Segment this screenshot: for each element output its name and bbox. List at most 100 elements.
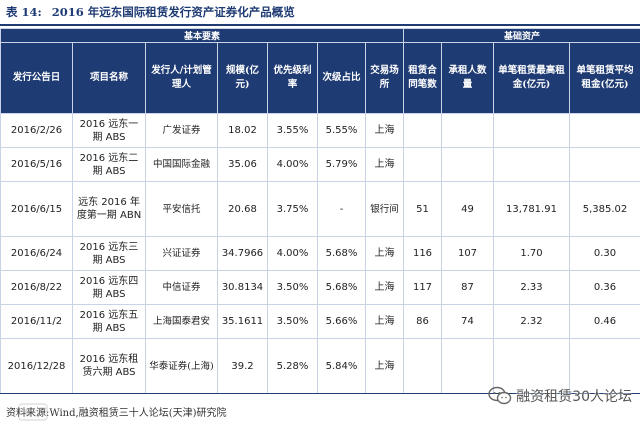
cell-lessees (441, 113, 494, 148)
cell-contracts: 86 (403, 304, 442, 339)
cell-max-rent: 2.32 (493, 304, 570, 339)
cell-lessees (441, 147, 494, 182)
cell-subordinate-ratio: 5.68% (317, 270, 366, 305)
cell-exchange: 银行间 (365, 181, 404, 237)
cell-issuer: 上海国泰君安 (145, 304, 218, 339)
cell-project: 2016 远东四期 ABS (72, 270, 146, 305)
col-header-project: 项目名称 (72, 42, 146, 114)
cell-date: 2016/5/16 (0, 147, 73, 182)
cell-subordinate-ratio: - (317, 181, 366, 237)
cell-scale: 35.1611 (217, 304, 268, 339)
cell-issuer: 兴证证券 (145, 236, 218, 271)
table-row: 2016/12/28 2016 远东租赁六期 ABS 华泰证券(上海) 39.2… (0, 338, 640, 394)
abs-products-table: 基本要素 基础资产 发行公告日 项目名称 发行人/计划管理人 规模(亿元) 优先… (0, 28, 640, 394)
cell-project: 2016 远东五期 ABS (72, 304, 146, 339)
table-number: 表 14: (6, 5, 42, 19)
cell-contracts (403, 147, 442, 182)
cell-scale: 20.68 (217, 181, 268, 237)
cell-avg-rent: 0.46 (568, 304, 640, 339)
cell-avg-rent: 5,385.02 (568, 181, 640, 237)
cell-subordinate-ratio: 5.79% (317, 147, 366, 182)
cell-avg-rent: 0.36 (568, 270, 640, 305)
cell-date: 2016/8/22 (0, 270, 73, 305)
cell-date: 2016/12/28 (0, 338, 73, 394)
group-header-basic: 基本要素 (0, 28, 404, 43)
cell-avg-rent (568, 113, 640, 148)
cell-scale: 30.8134 (217, 270, 268, 305)
cell-priority-rate: 5.28% (267, 338, 318, 394)
cell-exchange: 上海 (365, 270, 404, 305)
col-header-lessees: 承租人数量 (441, 42, 494, 114)
table-row: 2016/2/26 2016 远东一期 ABS 广发证券 18.02 3.55%… (0, 113, 640, 148)
col-header-max-rent: 单笔租赁最高租金(亿元) (493, 42, 570, 114)
cell-date: 2016/6/24 (0, 236, 73, 271)
cell-priority-rate: 3.50% (267, 304, 318, 339)
cell-max-rent (493, 113, 570, 148)
col-header-date: 发行公告日 (0, 42, 73, 114)
cell-contracts: 117 (403, 270, 442, 305)
cell-max-rent (493, 147, 570, 182)
bottom-rule (0, 393, 640, 394)
col-header-scale: 规模(亿元) (217, 42, 268, 114)
cell-lessees: 87 (441, 270, 494, 305)
cell-contracts (403, 113, 442, 148)
cell-lessees (441, 338, 494, 394)
col-header-subordinate-ratio: 次级占比 (317, 42, 366, 114)
cell-project: 2016 远东租赁六期 ABS (72, 338, 146, 394)
table-row: 2016/5/16 2016 远东二期 ABS 中国国际金融 35.06 4.0… (0, 147, 640, 182)
cell-project: 2016 远东一期 ABS (72, 113, 146, 148)
cell-subordinate-ratio: 5.84% (317, 338, 366, 394)
cell-scale: 18.02 (217, 113, 268, 148)
cell-priority-rate: 3.50% (267, 270, 318, 305)
cell-contracts (403, 338, 442, 394)
cell-scale: 39.2 (217, 338, 268, 394)
cell-date: 2016/6/15 (0, 181, 73, 237)
cell-avg-rent: 0.30 (568, 236, 640, 271)
cell-exchange: 上海 (365, 147, 404, 182)
cell-exchange: 上海 (365, 304, 404, 339)
col-header-avg-rent: 单笔租赁平均租金(亿元) (568, 42, 640, 114)
table-row: 2016/8/22 2016 远东四期 ABS 中信证券 30.8134 3.5… (0, 270, 640, 305)
source-note: 资料来源:Wind,融资租赁三十人论坛(天津)研究院 (6, 408, 227, 419)
cell-exchange: 上海 (365, 338, 404, 394)
cell-issuer: 中国国际金融 (145, 147, 218, 182)
cell-max-rent (493, 338, 570, 394)
wechat-account-name: 融资租赁30人论坛 (516, 389, 632, 405)
cell-date: 2016/11/2 (0, 304, 73, 339)
cell-subordinate-ratio: 5.66% (317, 304, 366, 339)
col-header-contracts: 租赁合同笔数 (403, 42, 442, 114)
col-header-issuer: 发行人/计划管理人 (145, 42, 218, 114)
wechat-icon (488, 386, 512, 405)
cell-issuer: 平安信托 (145, 181, 218, 237)
cell-priority-rate: 4.00% (267, 236, 318, 271)
cell-project: 2016 远东三期 ABS (72, 236, 146, 271)
cell-project: 远东 2016 年度第一期 ABN (72, 181, 146, 237)
cell-lessees: 107 (441, 236, 494, 271)
col-header-priority-rate: 优先级利率 (267, 42, 318, 114)
cell-contracts: 116 (403, 236, 442, 271)
cell-exchange: 上海 (365, 113, 404, 148)
group-header-underlying: 基础资产 (402, 28, 640, 43)
wechat-watermark: 融资租赁30人论坛 (488, 386, 632, 406)
watermark-mark-icon (18, 403, 48, 421)
cell-exchange: 上海 (365, 236, 404, 271)
cell-max-rent: 2.33 (493, 270, 570, 305)
cell-priority-rate: 3.75% (267, 181, 318, 237)
cell-scale: 34.7966 (217, 236, 268, 271)
cell-priority-rate: 3.55% (267, 113, 318, 148)
table-row: 2016/6/24 2016 远东三期 ABS 兴证证券 34.7966 4.0… (0, 236, 640, 271)
title-rule (0, 24, 640, 26)
cell-issuer: 广发证券 (145, 113, 218, 148)
cell-contracts: 51 (403, 181, 442, 237)
table-title-text: 2016 年远东国际租赁发行资产证券化产品概览 (51, 5, 295, 19)
cell-scale: 35.06 (217, 147, 268, 182)
table-row: 2016/11/2 2016 远东五期 ABS 上海国泰君安 35.1611 3… (0, 304, 640, 339)
cell-project: 2016 远东二期 ABS (72, 147, 146, 182)
cell-lessees: 49 (441, 181, 494, 237)
cell-issuer: 华泰证券(上海) (145, 338, 218, 394)
cell-date: 2016/2/26 (0, 113, 73, 148)
cell-subordinate-ratio: 5.68% (317, 236, 366, 271)
cell-max-rent: 1.70 (493, 236, 570, 271)
cell-lessees: 74 (441, 304, 494, 339)
col-header-exchange: 交易场所 (365, 42, 404, 114)
